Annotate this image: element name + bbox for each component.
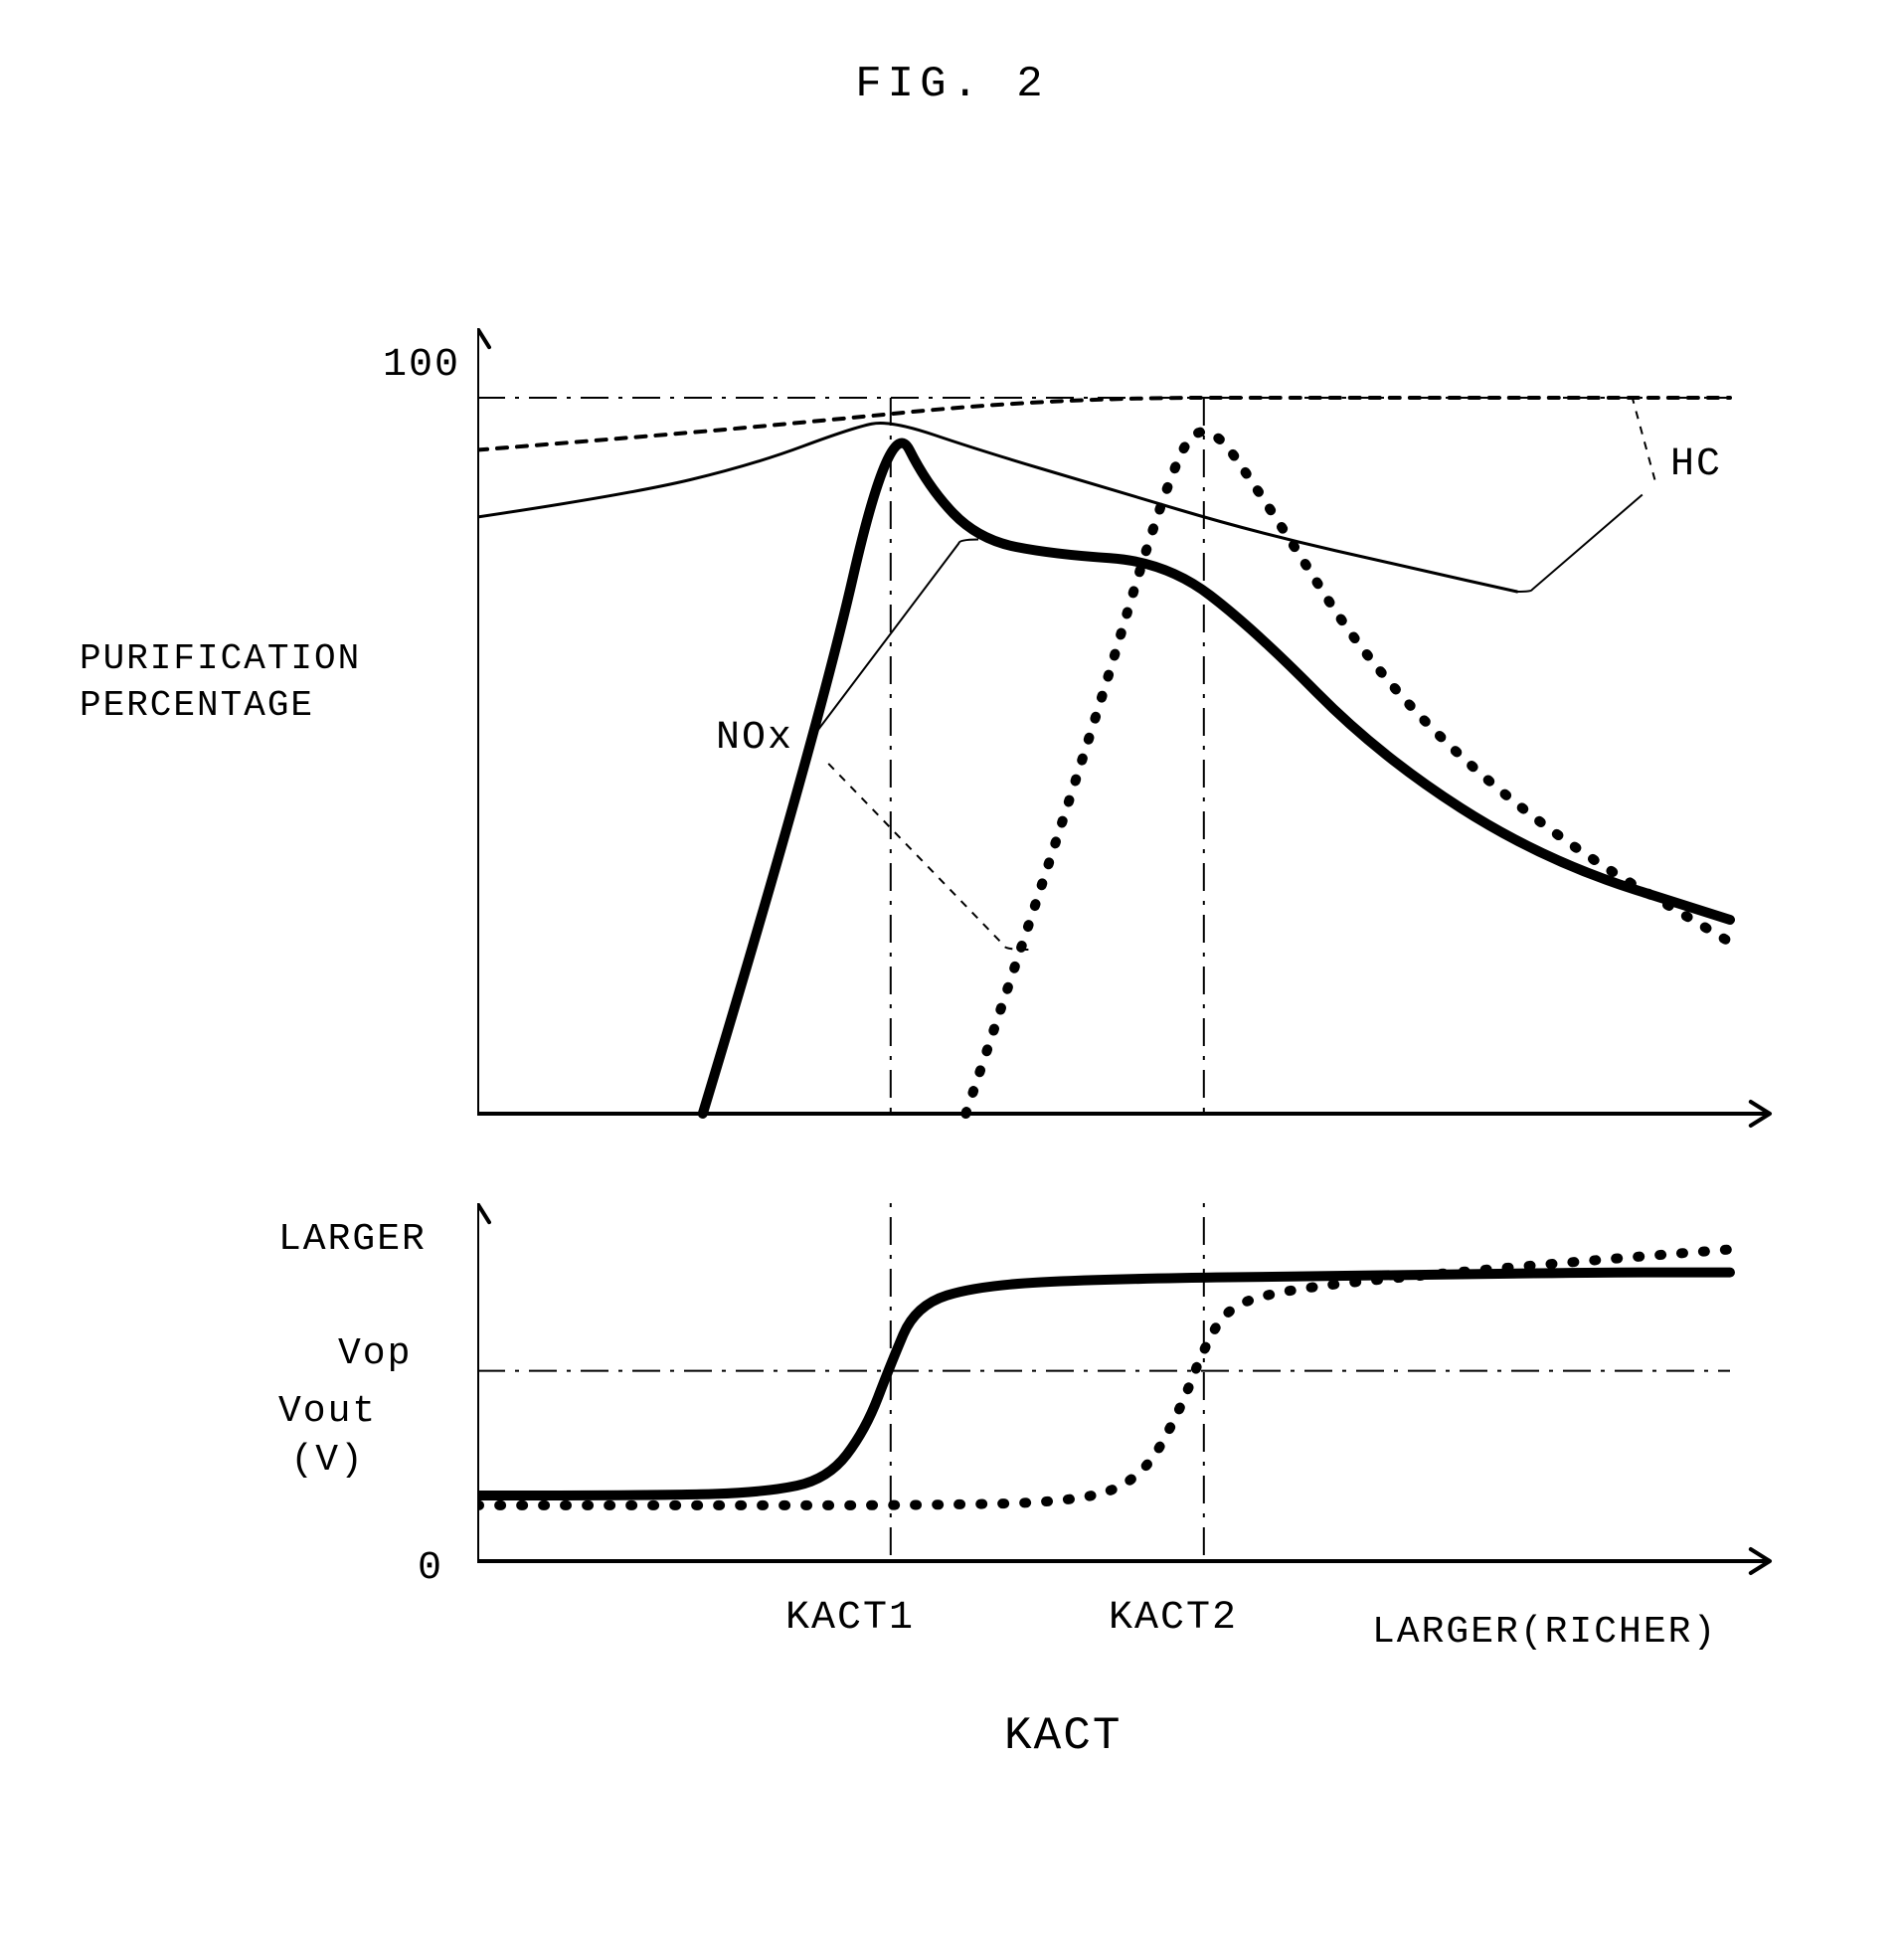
bottom-chart (477, 1203, 1790, 1601)
top-ytick-100: 100 (383, 343, 460, 388)
top-chart (477, 328, 1790, 1153)
xlabel-kact1: KACT1 (785, 1596, 915, 1641)
nox-label: NOx (716, 716, 793, 761)
xlabel-main: KACT (1004, 1710, 1122, 1762)
bottom-ylabel-vop: Vop (338, 1332, 412, 1375)
top-chart-svg (477, 328, 1790, 1153)
bottom-ylabel-zero: 0 (418, 1546, 443, 1591)
bottom-ylabel-vout: Vout (V) (278, 1387, 377, 1486)
xlabel-right: LARGER(RICHER) (1372, 1611, 1717, 1654)
bottom-chart-svg (477, 1203, 1790, 1601)
top-ylabel: PURIFICATION PERCENTAGE (80, 636, 361, 730)
hc-label: HC (1670, 442, 1722, 487)
figure-title: FIG. 2 (855, 60, 1048, 109)
xlabel-kact2: KACT2 (1109, 1596, 1238, 1641)
bottom-ylabel-larger: LARGER (278, 1218, 427, 1261)
